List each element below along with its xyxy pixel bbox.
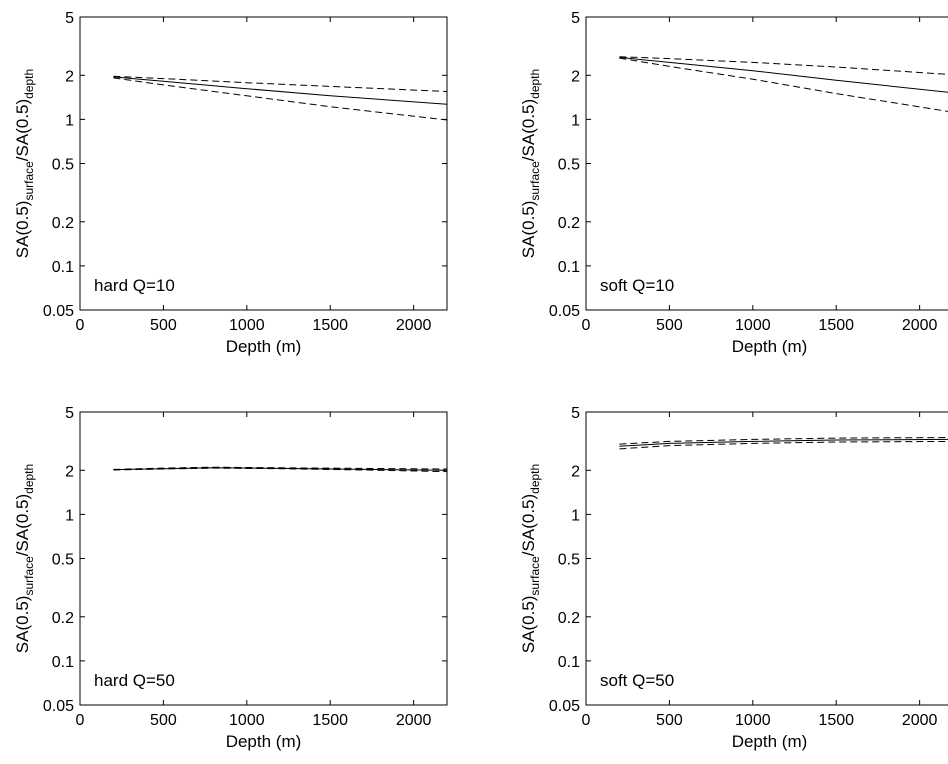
x-tick-label: 0 [582,712,591,729]
x-tick-label: 1000 [229,317,265,334]
dashed-series-line-3 [619,57,948,112]
dashed-series-line-2 [113,466,447,470]
x-tick-label: 2000 [902,317,938,334]
x-axis-label: Depth (m) [226,732,302,751]
y-tick-label: 0.1 [52,654,74,671]
y-tick-label: 1 [571,507,580,524]
panel-label: soft Q=50 [600,671,674,690]
y-tick-label: 1 [65,507,74,524]
x-tick-label: 1000 [735,317,771,334]
axes-frame [79,16,448,311]
panel-1: 0 500 1000 1500 2000 0.05 0.1 0.2 0.5 1 2 5 Depth (m… [13,10,448,356]
y-tick-label: 0.05 [549,303,580,320]
panel-3: 0 500 1000 1500 2000 0.05 0.1 0.2 0.5 1 2 5 Depth (m… [13,405,448,751]
y-tick-label: 0.2 [558,215,580,232]
dashed-series-line-2 [619,56,948,75]
y-axis-label: SA(0.5)surface/SA(0.5)depth [13,464,36,653]
y-tick-label: 0.5 [558,552,580,569]
dashed-series-line-2 [619,437,948,445]
panel-2: 0 500 1000 1500 2000 0.05 0.1 0.2 0.5 1 2 5 Depth (m… [519,10,948,356]
y-axis-label: SA(0.5)surface/SA(0.5)depth [519,464,542,653]
x-tick-label: 1000 [735,712,771,729]
x-tick-label: 0 [76,712,85,729]
axes-frame [585,411,948,706]
y-tick-label: 5 [65,405,74,422]
panel-label: soft Q=10 [600,276,674,295]
y-tick-label: 2 [571,463,580,480]
y-tick-label: 0.1 [558,654,580,671]
y-axis-label: SA(0.5)surface/SA(0.5)depth [519,69,542,258]
y-tick-label: 0.5 [52,157,74,174]
panel-label: hard Q=50 [94,671,175,690]
y-tick-label: 0.2 [558,610,580,627]
y-tick-label: 0.05 [43,698,74,715]
y-axis-label: SA(0.5)surface/SA(0.5)depth [13,69,36,258]
x-axis-label: Depth (m) [732,732,808,751]
y-tick-label: 0.05 [549,698,580,715]
solid-series-line-1 [619,56,948,93]
y-tick-label: 0.2 [52,215,74,232]
x-tick-label: 2000 [902,712,938,729]
panel-label: hard Q=10 [94,276,175,295]
y-tick-label: 2 [65,68,74,85]
y-tick-label: 0.5 [52,552,74,569]
y-tick-label: 1 [571,112,580,129]
x-tick-label: 1000 [229,712,265,729]
x-tick-label: 2000 [396,317,432,334]
x-tick-label: 0 [582,317,591,334]
x-tick-label: 500 [150,712,177,729]
y-tick-label: 5 [571,405,580,422]
y-tick-label: 2 [65,463,74,480]
x-tick-label: 1500 [818,317,854,334]
x-tick-label: 1500 [312,317,348,334]
y-tick-label: 0.2 [52,610,74,627]
y-tick-label: 0.5 [558,157,580,174]
axes-frame [585,16,948,311]
y-tick-label: 0.05 [43,303,74,320]
dashed-series-line-3 [619,440,948,450]
solid-series-line-1 [619,438,948,447]
panel-4: 0 500 1000 1500 2000 0.05 0.1 0.2 0.5 1 2 5 Depth (m… [519,405,948,751]
x-axis-label: Depth (m) [226,337,302,356]
dashed-series-line-3 [113,467,447,473]
dashed-series-line-2 [113,75,447,92]
x-tick-label: 2000 [396,712,432,729]
x-tick-label: 1500 [312,712,348,729]
x-tick-label: 0 [76,317,85,334]
y-tick-label: 2 [571,68,580,85]
x-tick-label: 1500 [818,712,854,729]
x-tick-label: 500 [656,317,683,334]
axes-frame [79,411,448,706]
y-tick-label: 0.1 [52,259,74,276]
x-tick-label: 500 [656,712,683,729]
y-tick-label: 1 [65,112,74,129]
y-tick-label: 5 [65,10,74,27]
dashed-series-line-3 [113,77,447,121]
x-tick-label: 500 [150,317,177,334]
y-tick-label: 0.1 [558,259,580,276]
solid-series-line-1 [113,76,447,105]
y-tick-label: 5 [571,10,580,27]
x-axis-label: Depth (m) [732,337,808,356]
